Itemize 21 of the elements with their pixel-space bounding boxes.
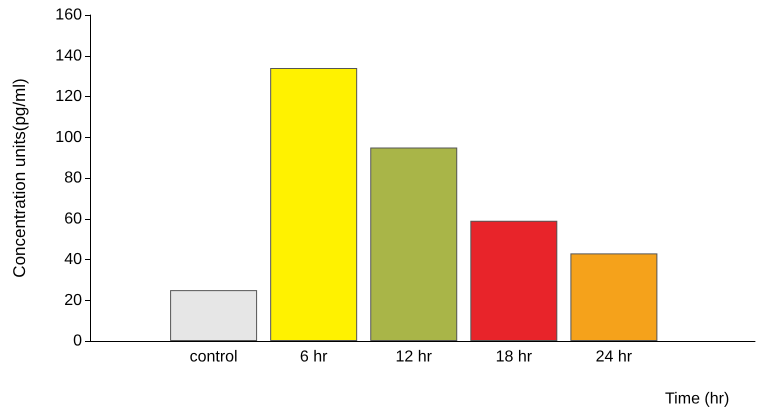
y-tick-label: 60 [64, 210, 82, 228]
y-tick-label: 120 [55, 88, 82, 105]
y-tick-label: 80 [64, 170, 82, 186]
y-tick-label: 40 [64, 251, 82, 268]
bar [270, 68, 358, 341]
bar [370, 147, 458, 341]
y-tick-label: 100 [55, 128, 82, 146]
y-tick-label: 20 [64, 292, 82, 309]
x-tick-label: 24 hr [596, 348, 633, 366]
x-tick-label: 18 hr [496, 348, 533, 366]
y-axis-title: Concentration units(pg/ml) [10, 78, 29, 278]
x-tick-label: 12 hr [396, 348, 433, 366]
x-tick-label: 6 hr [300, 348, 328, 366]
x-tick-label: control [190, 348, 238, 366]
bar [470, 220, 558, 341]
y-tick-label: 160 [55, 6, 82, 24]
y-tick-label: 140 [55, 47, 82, 64]
bar [570, 253, 658, 341]
bar [170, 290, 258, 341]
x-axis-title: Time (hr) [665, 390, 730, 407]
y-tick-label: 0 [73, 332, 82, 350]
